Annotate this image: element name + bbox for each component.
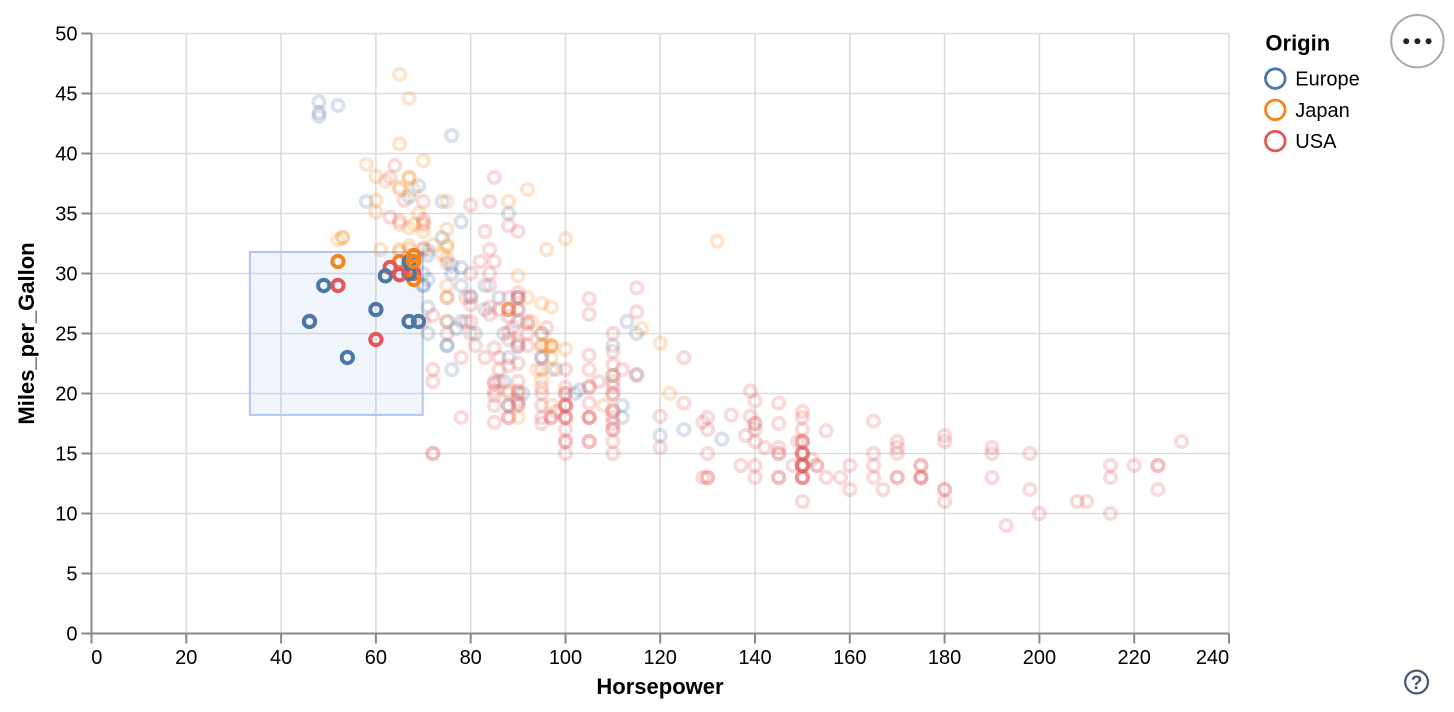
svg-text:45: 45 [55, 84, 77, 106]
svg-text:240: 240 [1196, 647, 1229, 669]
svg-text:5: 5 [66, 564, 77, 586]
svg-text:Miles_per_Gallon: Miles_per_Gallon [14, 242, 39, 424]
svg-text:220: 220 [1118, 647, 1151, 669]
svg-text:200: 200 [1023, 647, 1056, 669]
svg-text:50: 50 [55, 24, 77, 46]
svg-text:Japan: Japan [1295, 100, 1350, 122]
svg-text:40: 40 [270, 647, 292, 669]
svg-text:10: 10 [55, 504, 77, 526]
svg-text:20: 20 [55, 384, 77, 406]
svg-text:15: 15 [55, 444, 77, 466]
svg-text:100: 100 [549, 647, 582, 669]
svg-text:Horsepower: Horsepower [596, 674, 724, 699]
svg-text:40: 40 [55, 144, 77, 166]
svg-text:80: 80 [460, 647, 482, 669]
svg-text:Origin: Origin [1265, 31, 1330, 56]
svg-text:160: 160 [833, 647, 866, 669]
svg-text:30: 30 [55, 264, 77, 286]
svg-text:0: 0 [91, 647, 102, 669]
svg-text:180: 180 [928, 647, 961, 669]
svg-text:35: 35 [55, 204, 77, 226]
svg-text:120: 120 [644, 647, 677, 669]
svg-text:USA: USA [1295, 131, 1337, 153]
svg-text:60: 60 [365, 647, 387, 669]
svg-text:20: 20 [175, 647, 197, 669]
svg-text:Europe: Europe [1295, 69, 1360, 91]
svg-text:0: 0 [66, 624, 77, 646]
svg-text:140: 140 [738, 647, 771, 669]
svg-text:?: ? [1411, 673, 1423, 694]
svg-text:25: 25 [55, 324, 77, 346]
